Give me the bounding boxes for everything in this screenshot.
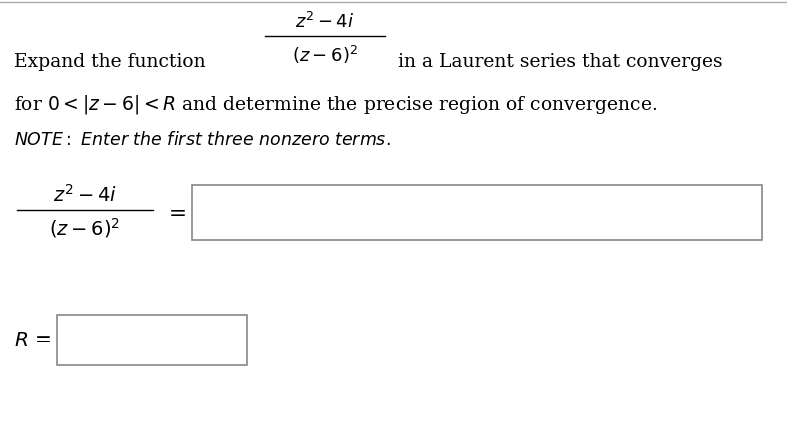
Text: $z^2 - 4i$: $z^2 - 4i$ xyxy=(295,12,355,32)
Text: $(z - 6)^2$: $(z - 6)^2$ xyxy=(292,44,358,66)
Text: $R$ =: $R$ = xyxy=(14,330,51,349)
Text: $=$: $=$ xyxy=(164,201,186,223)
Bar xyxy=(57,315,247,365)
Text: Expand the function: Expand the function xyxy=(14,53,205,71)
Text: $z^2 - 4i$: $z^2 - 4i$ xyxy=(53,184,117,206)
Text: $(z - 6)^2$: $(z - 6)^2$ xyxy=(50,216,120,240)
Text: for $0 < |z - 6| < R$ and determine the precise region of convergence.: for $0 < |z - 6| < R$ and determine the … xyxy=(14,93,657,116)
Text: in a Laurent series that converges: in a Laurent series that converges xyxy=(398,53,722,71)
Text: $\mathit{NOTE{:}\ Enter\ the\ first\ three\ nonzero\ terms.}$: $\mathit{NOTE{:}\ Enter\ the\ first\ thr… xyxy=(14,131,390,149)
Bar xyxy=(192,185,762,240)
